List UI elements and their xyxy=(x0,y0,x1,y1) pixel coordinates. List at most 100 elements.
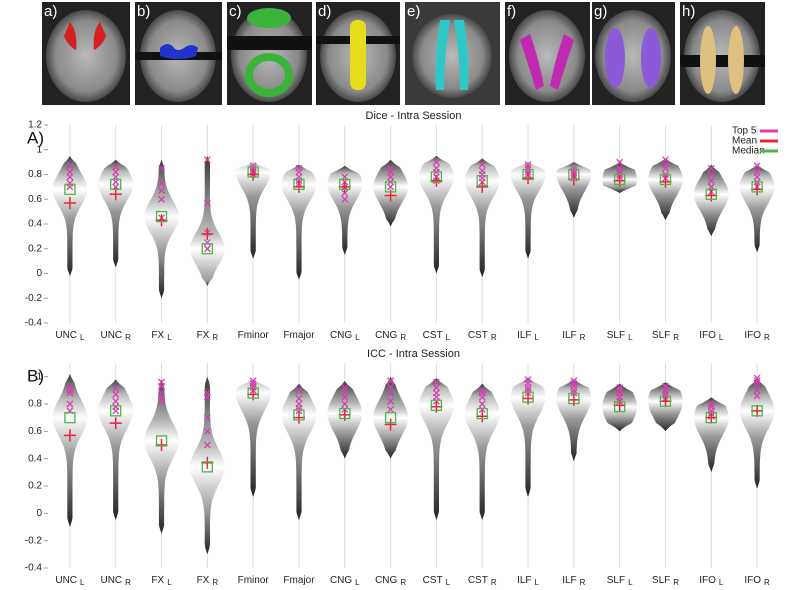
top5-marker xyxy=(203,441,211,449)
mean-marker xyxy=(705,411,718,424)
category-name: FX xyxy=(197,330,210,341)
x-tick-label: Fmajor xyxy=(283,575,315,586)
category-subscript: L xyxy=(355,578,360,587)
category-name: ILF xyxy=(517,330,531,341)
top5-marker xyxy=(158,164,165,172)
category-name: CST xyxy=(468,575,488,586)
top5-marker xyxy=(570,377,578,385)
image-label: g) xyxy=(594,3,607,20)
mean-marker xyxy=(63,196,76,209)
top5-marker xyxy=(203,245,211,253)
top5-marker xyxy=(295,407,303,415)
median-marker xyxy=(339,407,351,420)
top5-marker xyxy=(387,183,395,191)
top5-marker xyxy=(707,171,715,178)
category-name: IFO xyxy=(744,575,761,586)
top5-marker xyxy=(295,395,303,402)
x-tick-label: Fmajor xyxy=(283,330,315,341)
violin xyxy=(510,378,546,497)
legend-label: Top 5 xyxy=(732,126,757,137)
top5-marker xyxy=(112,163,120,171)
median-marker xyxy=(614,173,626,186)
median-marker xyxy=(430,399,443,412)
violin xyxy=(327,165,363,255)
category-name: CNG xyxy=(330,330,352,341)
top5-marker xyxy=(753,168,761,176)
top5-marker xyxy=(707,177,715,185)
mean-marker xyxy=(155,214,168,227)
violin xyxy=(373,376,408,459)
violin xyxy=(648,158,683,221)
top5-marker xyxy=(66,386,74,394)
top5-marker xyxy=(295,386,303,394)
y-tick-label: 0.4 xyxy=(28,453,42,464)
violin xyxy=(52,155,88,276)
category-name: IFO xyxy=(699,575,716,586)
median-marker xyxy=(155,210,168,223)
top5-marker xyxy=(387,406,395,413)
category-name: CNG xyxy=(375,575,397,586)
top5-marker xyxy=(570,167,578,175)
category-subscript: R xyxy=(673,333,679,342)
y-tick-label: 1 xyxy=(36,144,42,155)
violin xyxy=(281,164,317,280)
category-subscript: R xyxy=(673,578,679,587)
median-marker xyxy=(155,435,168,447)
category-name: UNC xyxy=(55,330,77,341)
y-tick-label: 0.4 xyxy=(28,219,42,230)
x-tick-label: SLF L xyxy=(607,575,633,587)
violin xyxy=(235,379,271,497)
violin xyxy=(419,378,454,521)
category-subscript: L xyxy=(80,333,85,342)
top5-marker xyxy=(570,386,578,394)
image-label: a) xyxy=(44,3,57,20)
top5-marker xyxy=(478,406,486,413)
x-tick-label: SLF L xyxy=(607,330,633,342)
top5-marker xyxy=(66,173,74,181)
median-marker xyxy=(476,175,488,187)
mean-marker xyxy=(384,418,397,431)
median-marker xyxy=(64,183,76,196)
category-subscript: L xyxy=(535,333,540,342)
y-tick-label: 0.8 xyxy=(28,169,42,180)
top5-marker xyxy=(662,164,669,172)
top5-marker xyxy=(387,397,395,405)
x-tick-label: IFO R xyxy=(744,575,770,587)
violin xyxy=(739,378,775,489)
top5-marker xyxy=(662,156,669,164)
category-name: SLF xyxy=(607,330,625,341)
category-name: Fmajor xyxy=(283,330,315,341)
category-name: Fminor xyxy=(238,330,270,341)
category-name: UNC xyxy=(100,330,122,341)
y-tick-label: 1 xyxy=(36,371,42,382)
violin xyxy=(98,159,134,268)
legend-label: Median xyxy=(732,146,765,157)
x-tick-label: CST L xyxy=(423,330,451,342)
category-name: FX xyxy=(197,575,210,586)
category-subscript: L xyxy=(628,333,633,342)
top5-marker xyxy=(753,380,761,387)
median-marker xyxy=(430,171,443,183)
x-tick-label: Fminor xyxy=(238,575,270,586)
median-marker xyxy=(110,178,122,191)
violin xyxy=(144,379,179,534)
violin xyxy=(556,162,592,218)
top5-marker xyxy=(524,161,532,169)
mean-marker xyxy=(430,174,443,187)
mean-marker xyxy=(476,180,489,193)
top5-marker xyxy=(570,169,578,177)
top5-marker xyxy=(203,427,211,435)
top5-marker xyxy=(616,158,624,166)
category-name: IFO xyxy=(699,330,716,341)
image-label: b) xyxy=(137,3,150,20)
category-subscript: R xyxy=(125,333,131,342)
median-marker xyxy=(476,407,488,420)
category-subscript: L xyxy=(355,333,360,342)
violin xyxy=(693,397,729,473)
x-tick-label: UNC L xyxy=(55,330,85,342)
x-tick-label: ILF R xyxy=(562,575,585,587)
violin xyxy=(144,159,179,299)
category-subscript: L xyxy=(628,578,633,587)
top5-marker xyxy=(295,177,303,185)
mean-marker xyxy=(659,395,672,408)
